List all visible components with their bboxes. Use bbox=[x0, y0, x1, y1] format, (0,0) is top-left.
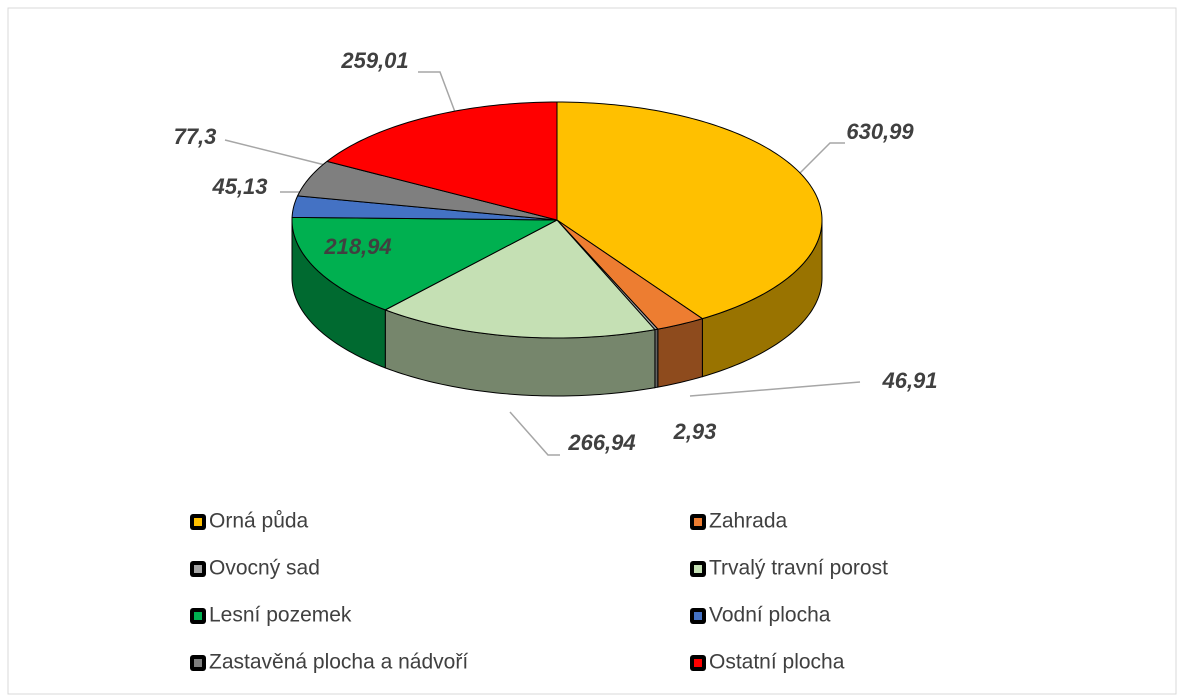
leader-line bbox=[797, 142, 845, 176]
legend-marker bbox=[694, 518, 702, 526]
pie bbox=[291, 101, 823, 397]
data-label: 45,13 bbox=[211, 174, 267, 199]
legend-label: Zahrada bbox=[709, 510, 788, 533]
data-label: 2,93 bbox=[673, 419, 717, 444]
pie-slice bbox=[556, 219, 703, 330]
legend-label: Lesní pozemek bbox=[209, 604, 352, 627]
leader-line bbox=[509, 411, 560, 456]
legend-marker bbox=[194, 565, 202, 573]
pie-slice bbox=[326, 101, 558, 221]
legend-marker bbox=[694, 612, 702, 620]
leader-lines bbox=[224, 71, 861, 456]
legend-marker bbox=[694, 659, 702, 667]
leader-line bbox=[418, 71, 456, 113]
data-label: 46,91 bbox=[881, 368, 937, 393]
pie-slice bbox=[384, 219, 656, 339]
pie-slice bbox=[291, 216, 558, 311]
leader-line bbox=[224, 139, 326, 166]
data-label: 266,94 bbox=[567, 430, 635, 455]
legend-label: Orná půda bbox=[209, 510, 309, 533]
legend-label: Ovocný sad bbox=[209, 557, 320, 580]
data-label: 630,99 bbox=[846, 119, 914, 144]
legend-label: Vodní plocha bbox=[709, 604, 831, 627]
legend-label: Trvalý travní porost bbox=[709, 557, 888, 580]
legend-label: Zastavěná plocha a nádvoří bbox=[209, 651, 468, 674]
leader-line bbox=[689, 381, 861, 397]
legend-marker bbox=[694, 565, 702, 573]
data-label: 77,3 bbox=[174, 124, 217, 149]
legend-marker bbox=[194, 659, 202, 667]
data-label: 218,94 bbox=[323, 234, 391, 259]
legend-marker bbox=[194, 612, 202, 620]
legend-marker bbox=[194, 518, 202, 526]
pie-slice-side bbox=[657, 317, 703, 388]
pie-slice bbox=[297, 160, 558, 221]
legend-label: Ostatní plocha bbox=[709, 651, 845, 674]
data-label: 259,01 bbox=[340, 48, 408, 73]
